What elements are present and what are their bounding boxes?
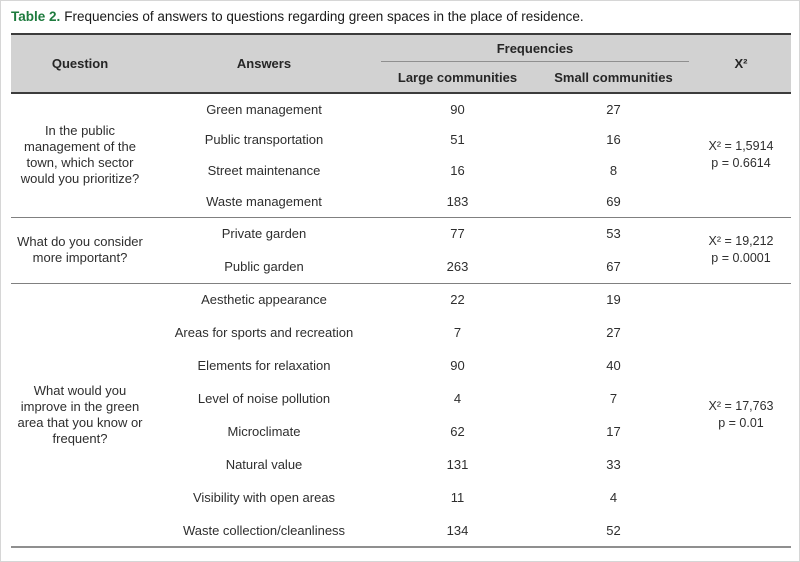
answer-cell: Waste collection/cleanliness — [182, 522, 346, 538]
small-communities-value: 19 — [606, 292, 621, 308]
header-row-sub: Large communities Small communities — [11, 62, 791, 93]
p-value: p = 0.0001 — [711, 251, 771, 265]
chi-squared-cell: X² = 1,5914 p = 0.6614 — [691, 93, 791, 217]
small-communities-value: 40 — [606, 358, 621, 373]
small-communities-value: 52 — [606, 522, 621, 538]
small-communities-value: 27 — [606, 325, 621, 340]
table-row: Street maintenance 16 8 — [11, 155, 791, 186]
p-value: p = 0.6614 — [711, 156, 771, 171]
chi-squared-value: X² = 19,212 — [708, 234, 774, 248]
large-communities-value: 90 — [450, 358, 465, 373]
table-row: Natural value 131 33 — [11, 448, 791, 481]
table-row: Waste collection/cleanliness 134 52 — [11, 514, 791, 547]
small-communities-value: 33 — [606, 457, 621, 472]
large-communities-value: 263 — [446, 258, 469, 274]
col-header-chi-squared: X² — [734, 56, 748, 71]
table-row: What would you improve in the green area… — [11, 283, 791, 446]
table-caption-text: Frequencies of answers to questions rega… — [64, 9, 584, 24]
answer-cell: Aesthetic appearance — [201, 292, 327, 308]
col-header-large-communities: Large communities — [397, 69, 518, 85]
table-row: Areas for sports and recreation 7 27 — [11, 316, 791, 349]
small-communities-value: 27 — [606, 101, 621, 117]
large-communities-value: 131 — [446, 457, 469, 472]
large-communities-value: 51 — [450, 132, 465, 147]
col-header-small-communities: Small communities — [554, 69, 673, 85]
table-caption: Table 2. Frequencies of answers to questi… — [11, 8, 789, 25]
answer-cell: Microclimate — [227, 424, 301, 439]
small-communities-value: 7 — [609, 391, 618, 406]
col-header-question: Question — [51, 56, 109, 71]
frequencies-table: Question Answers Frequencies X² Large co… — [11, 33, 791, 548]
table-row: Public transportation 51 16 — [11, 124, 791, 155]
small-communities-value: 16 — [606, 132, 621, 147]
table-row: Level of noise pollution 4 7 — [11, 382, 791, 415]
answer-cell: Public garden — [224, 258, 304, 274]
small-communities-value: 53 — [606, 226, 621, 242]
table-row: Microclimate 62 17 — [11, 415, 791, 448]
table-row: In the public management of the town, wh… — [11, 93, 791, 187]
large-communities-value: 183 — [446, 193, 469, 209]
small-communities-value: 17 — [606, 424, 621, 439]
table-row: Visibility with open areas 11 4 — [11, 481, 791, 514]
answer-cell: Green management — [206, 101, 322, 117]
large-communities-value: 7 — [453, 325, 462, 340]
frequencies-label: Frequencies — [381, 41, 689, 62]
chi-squared-cell: X² = 19,212 p = 0.0001 — [691, 217, 791, 283]
small-communities-value: 69 — [606, 193, 621, 209]
table-row: What do you consider more important? Pri… — [11, 217, 791, 265]
chi-squared-value: X² = 1,5914 — [708, 139, 774, 154]
question-group-3: What would you improve in the green area… — [11, 283, 791, 547]
large-communities-value: 77 — [450, 226, 465, 242]
answer-cell: Private garden — [221, 226, 307, 242]
small-communities-value: 4 — [609, 490, 618, 505]
large-communities-value: 134 — [446, 522, 469, 538]
answer-cell: Elements for relaxation — [197, 358, 331, 373]
small-communities-value: 8 — [609, 163, 618, 178]
large-communities-value: 4 — [453, 391, 462, 406]
answer-cell: Waste management — [206, 193, 322, 209]
large-communities-value: 90 — [450, 101, 465, 117]
answer-cell: Public transportation — [204, 132, 324, 147]
col-header-frequencies: Frequencies — [379, 34, 691, 62]
chi-squared-cell: X² = 17,763 p = 0.01 — [691, 283, 791, 547]
question-cell: What would you improve in the green area… — [17, 382, 143, 446]
large-communities-value: 22 — [450, 292, 465, 308]
table-header: Question Answers Frequencies X² Large co… — [11, 34, 791, 93]
question-group-1: In the public management of the town, wh… — [11, 93, 791, 217]
chi-squared-value: X² = 17,763 — [708, 398, 774, 413]
p-value: p = 0.01 — [718, 415, 764, 430]
question-cell: What do you consider more important? — [17, 234, 143, 265]
large-communities-value: 16 — [450, 163, 465, 178]
large-communities-value: 11 — [450, 490, 465, 505]
answer-cell: Areas for sports and recreation — [174, 325, 354, 340]
question-cell: In the public management of the town, wh… — [20, 123, 140, 187]
table-caption-label: Table 2. — [11, 9, 61, 24]
header-row-top: Question Answers Frequencies X² — [11, 34, 791, 71]
answer-cell: Level of noise pollution — [197, 391, 331, 406]
table-row: Waste management 183 69 — [11, 186, 791, 217]
large-communities-value: 62 — [450, 424, 465, 439]
table-row: Elements for relaxation 90 40 — [11, 349, 791, 382]
answer-cell: Street maintenance — [207, 163, 321, 178]
table-row: Public garden 263 67 — [11, 250, 791, 283]
answer-cell: Visibility with open areas — [192, 490, 336, 505]
answer-cell: Natural value — [225, 457, 303, 472]
small-communities-value: 67 — [606, 258, 621, 274]
col-header-answers: Answers — [236, 56, 292, 71]
question-group-2: What do you consider more important? Pri… — [11, 217, 791, 283]
